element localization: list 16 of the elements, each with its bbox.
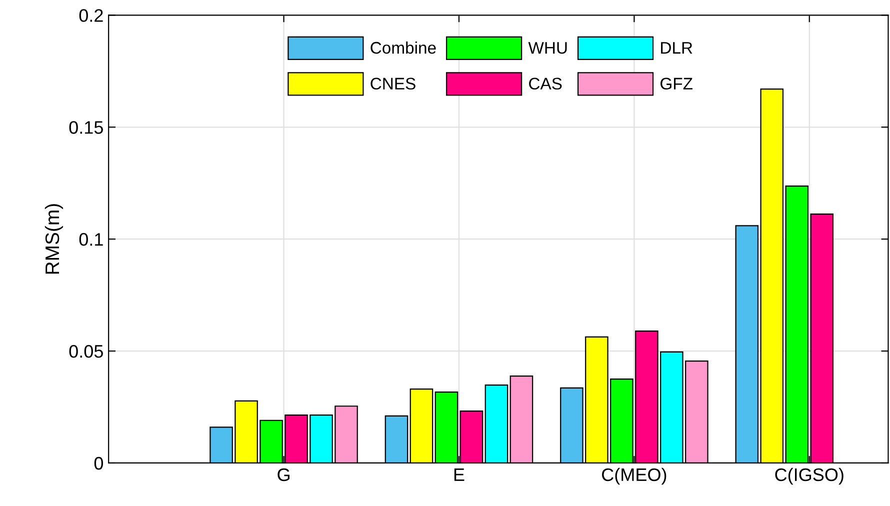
- y-tick-label: 0.05: [69, 344, 103, 358]
- legend-label: CNES: [370, 78, 416, 90]
- y-tick-label: 0.1: [79, 233, 103, 246]
- x-tick-label: C(MEO): [602, 468, 666, 485]
- y-tick-label: 0: [94, 456, 104, 470]
- legend-label: GFZ: [660, 78, 692, 90]
- x-tick-label: C(IGSO): [775, 468, 844, 485]
- x-tick-label: G: [278, 468, 290, 482]
- x-tick-label: E: [454, 468, 464, 481]
- y-axis-title: RMS(m): [44, 204, 64, 274]
- legend-label: WHU: [528, 42, 567, 54]
- legend-label: Combine: [370, 41, 436, 54]
- legend-label: DLR: [661, 42, 692, 54]
- y-tick-label: 0.2: [79, 9, 103, 22]
- y-tick-label: 0.15: [69, 121, 103, 134]
- legend-label: CAS: [529, 78, 562, 90]
